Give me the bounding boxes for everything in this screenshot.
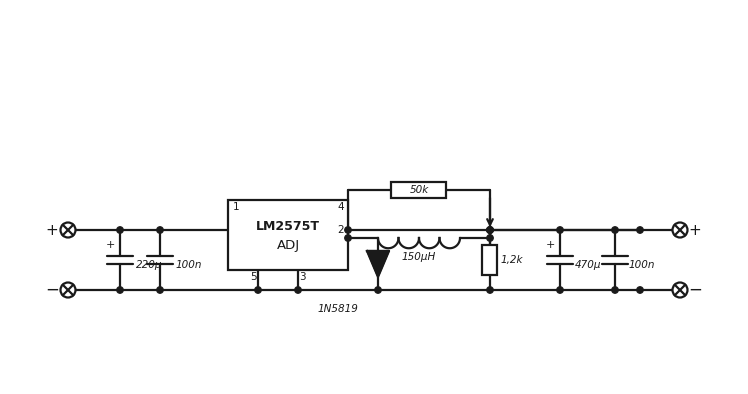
Bar (391, 182, 447, 198)
Circle shape (487, 287, 493, 293)
Text: +: + (689, 223, 702, 238)
Text: 2: 2 (337, 225, 344, 235)
Circle shape (612, 287, 618, 293)
Circle shape (637, 227, 643, 233)
Circle shape (157, 287, 163, 293)
Text: LM2575T: LM2575T (256, 220, 320, 233)
Circle shape (487, 227, 493, 233)
Text: 50k: 50k (409, 185, 429, 195)
Circle shape (295, 287, 301, 293)
Text: +: + (46, 223, 58, 238)
Circle shape (487, 227, 493, 233)
Circle shape (345, 235, 352, 241)
Text: +: + (105, 240, 115, 250)
Text: ADJ: ADJ (277, 239, 299, 252)
Circle shape (612, 227, 618, 233)
Text: 4: 4 (337, 202, 344, 212)
Text: 5: 5 (251, 272, 257, 282)
Circle shape (61, 223, 76, 238)
Circle shape (117, 227, 123, 233)
Circle shape (672, 282, 687, 297)
Circle shape (255, 287, 261, 293)
Text: +: + (545, 240, 555, 250)
Circle shape (117, 287, 123, 293)
Circle shape (487, 235, 493, 241)
Text: −: − (45, 281, 59, 299)
Polygon shape (367, 251, 389, 277)
Text: 220μ: 220μ (136, 260, 162, 270)
Text: 100n: 100n (629, 260, 655, 270)
Text: −: − (688, 281, 702, 299)
Circle shape (375, 287, 381, 293)
Text: 100n: 100n (176, 260, 203, 270)
Text: 1N5819: 1N5819 (318, 304, 358, 314)
Bar (482, 245, 497, 275)
Circle shape (61, 282, 76, 297)
Text: 3: 3 (299, 272, 306, 282)
Text: 150μH: 150μH (402, 252, 436, 262)
Circle shape (345, 227, 352, 233)
Bar (228, 200, 348, 270)
Text: 470μ: 470μ (575, 260, 601, 270)
Circle shape (557, 287, 563, 293)
Text: 1,2k: 1,2k (500, 255, 523, 265)
Circle shape (157, 227, 163, 233)
Text: 1: 1 (233, 202, 239, 212)
Circle shape (487, 227, 493, 233)
Circle shape (672, 223, 687, 238)
Circle shape (637, 287, 643, 293)
Circle shape (557, 227, 563, 233)
